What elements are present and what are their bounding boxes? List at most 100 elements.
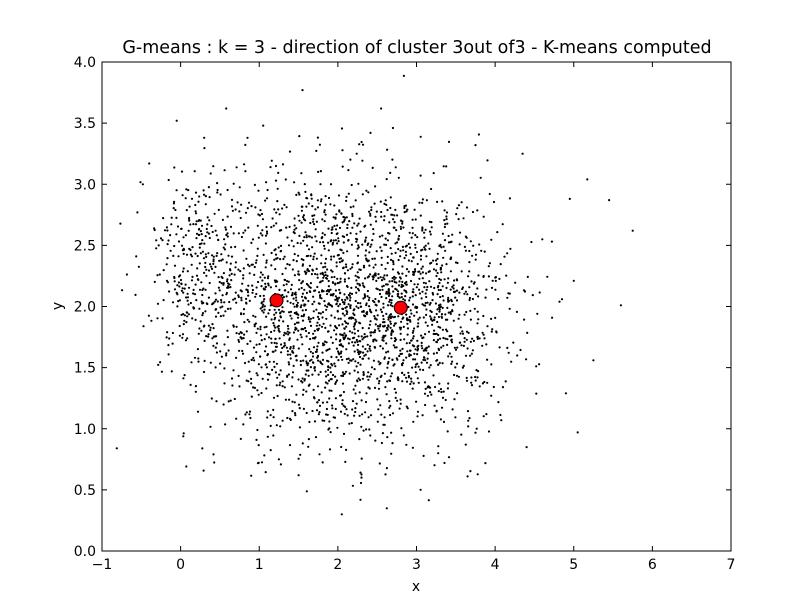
- data-point: [321, 461, 324, 464]
- data-point: [207, 324, 210, 327]
- data-point: [300, 315, 303, 318]
- data-point: [386, 304, 390, 307]
- data-point: [421, 227, 424, 230]
- data-point: [435, 274, 438, 278]
- data-point: [351, 263, 354, 266]
- data-point: [374, 272, 377, 275]
- data-point: [455, 289, 459, 292]
- data-point: [181, 333, 185, 336]
- data-point: [257, 213, 260, 216]
- data-point: [316, 321, 319, 324]
- data-point: [355, 291, 358, 294]
- data-point: [305, 205, 308, 208]
- data-point: [446, 338, 449, 341]
- data-point: [212, 255, 215, 258]
- data-point: [488, 262, 491, 265]
- data-point: [372, 232, 375, 235]
- data-point: [409, 252, 412, 255]
- data-point: [354, 410, 357, 414]
- data-point: [498, 346, 501, 349]
- data-point: [262, 124, 265, 127]
- data-point: [284, 332, 288, 335]
- centroid-layer: [269, 293, 408, 315]
- data-point: [357, 306, 360, 310]
- data-point: [430, 187, 433, 191]
- data-point: [211, 337, 214, 340]
- data-point: [257, 236, 260, 239]
- data-point: [232, 182, 235, 185]
- data-point: [324, 381, 327, 384]
- data-point: [410, 312, 413, 315]
- data-point: [260, 301, 263, 304]
- data-point: [235, 332, 238, 335]
- data-point: [442, 390, 445, 393]
- data-point: [398, 276, 402, 279]
- data-point: [408, 246, 412, 249]
- y-axis: 0.00.51.01.52.02.53.03.54.0: [74, 55, 731, 560]
- data-point: [295, 193, 298, 196]
- data-point: [267, 275, 270, 278]
- data-point: [468, 298, 471, 302]
- data-point: [436, 293, 439, 296]
- data-point: [344, 405, 347, 408]
- data-point: [464, 354, 468, 357]
- data-point: [393, 214, 396, 217]
- data-point: [268, 308, 271, 312]
- data-point: [223, 238, 226, 241]
- data-point: [419, 254, 423, 257]
- data-point: [344, 334, 347, 338]
- data-point: [191, 275, 194, 278]
- data-point: [329, 183, 333, 186]
- data-point: [375, 339, 378, 342]
- data-point: [424, 359, 427, 362]
- data-point: [418, 292, 421, 295]
- data-point: [380, 441, 383, 445]
- data-point: [384, 199, 387, 202]
- data-point: [405, 380, 409, 383]
- data-point: [458, 313, 461, 316]
- data-point: [377, 273, 380, 276]
- data-point: [162, 299, 165, 302]
- data-point: [312, 310, 315, 313]
- data-point: [224, 226, 227, 229]
- data-point: [355, 279, 358, 282]
- data-point: [262, 300, 265, 303]
- data-point: [321, 289, 324, 292]
- data-point: [349, 232, 352, 235]
- data-point: [359, 230, 362, 233]
- data-point: [491, 279, 494, 282]
- data-point: [355, 365, 358, 368]
- data-point: [272, 408, 275, 411]
- data-point: [397, 290, 400, 293]
- data-point: [322, 322, 325, 325]
- data-point: [424, 248, 427, 251]
- data-point: [295, 312, 298, 316]
- data-point: [441, 264, 444, 267]
- y-tick-label: 2.0: [74, 300, 96, 316]
- data-point: [205, 302, 208, 305]
- data-point: [461, 366, 464, 369]
- data-point: [386, 274, 389, 277]
- data-point: [392, 290, 395, 293]
- data-point: [184, 283, 187, 286]
- data-point: [378, 363, 381, 366]
- data-point: [317, 312, 320, 315]
- data-point: [277, 324, 280, 328]
- data-point: [377, 408, 380, 411]
- data-point: [205, 268, 208, 271]
- data-point: [322, 344, 325, 347]
- data-point: [347, 361, 350, 364]
- data-point: [373, 301, 376, 304]
- data-point: [538, 291, 541, 294]
- data-point: [141, 183, 144, 186]
- data-point: [441, 200, 444, 203]
- data-point: [309, 282, 312, 285]
- data-point: [432, 268, 436, 271]
- data-point: [327, 227, 330, 230]
- data-point: [263, 350, 267, 353]
- data-point: [452, 319, 455, 322]
- data-point: [224, 310, 227, 313]
- data-point: [447, 296, 450, 299]
- data-point: [139, 181, 142, 184]
- data-point: [365, 392, 368, 395]
